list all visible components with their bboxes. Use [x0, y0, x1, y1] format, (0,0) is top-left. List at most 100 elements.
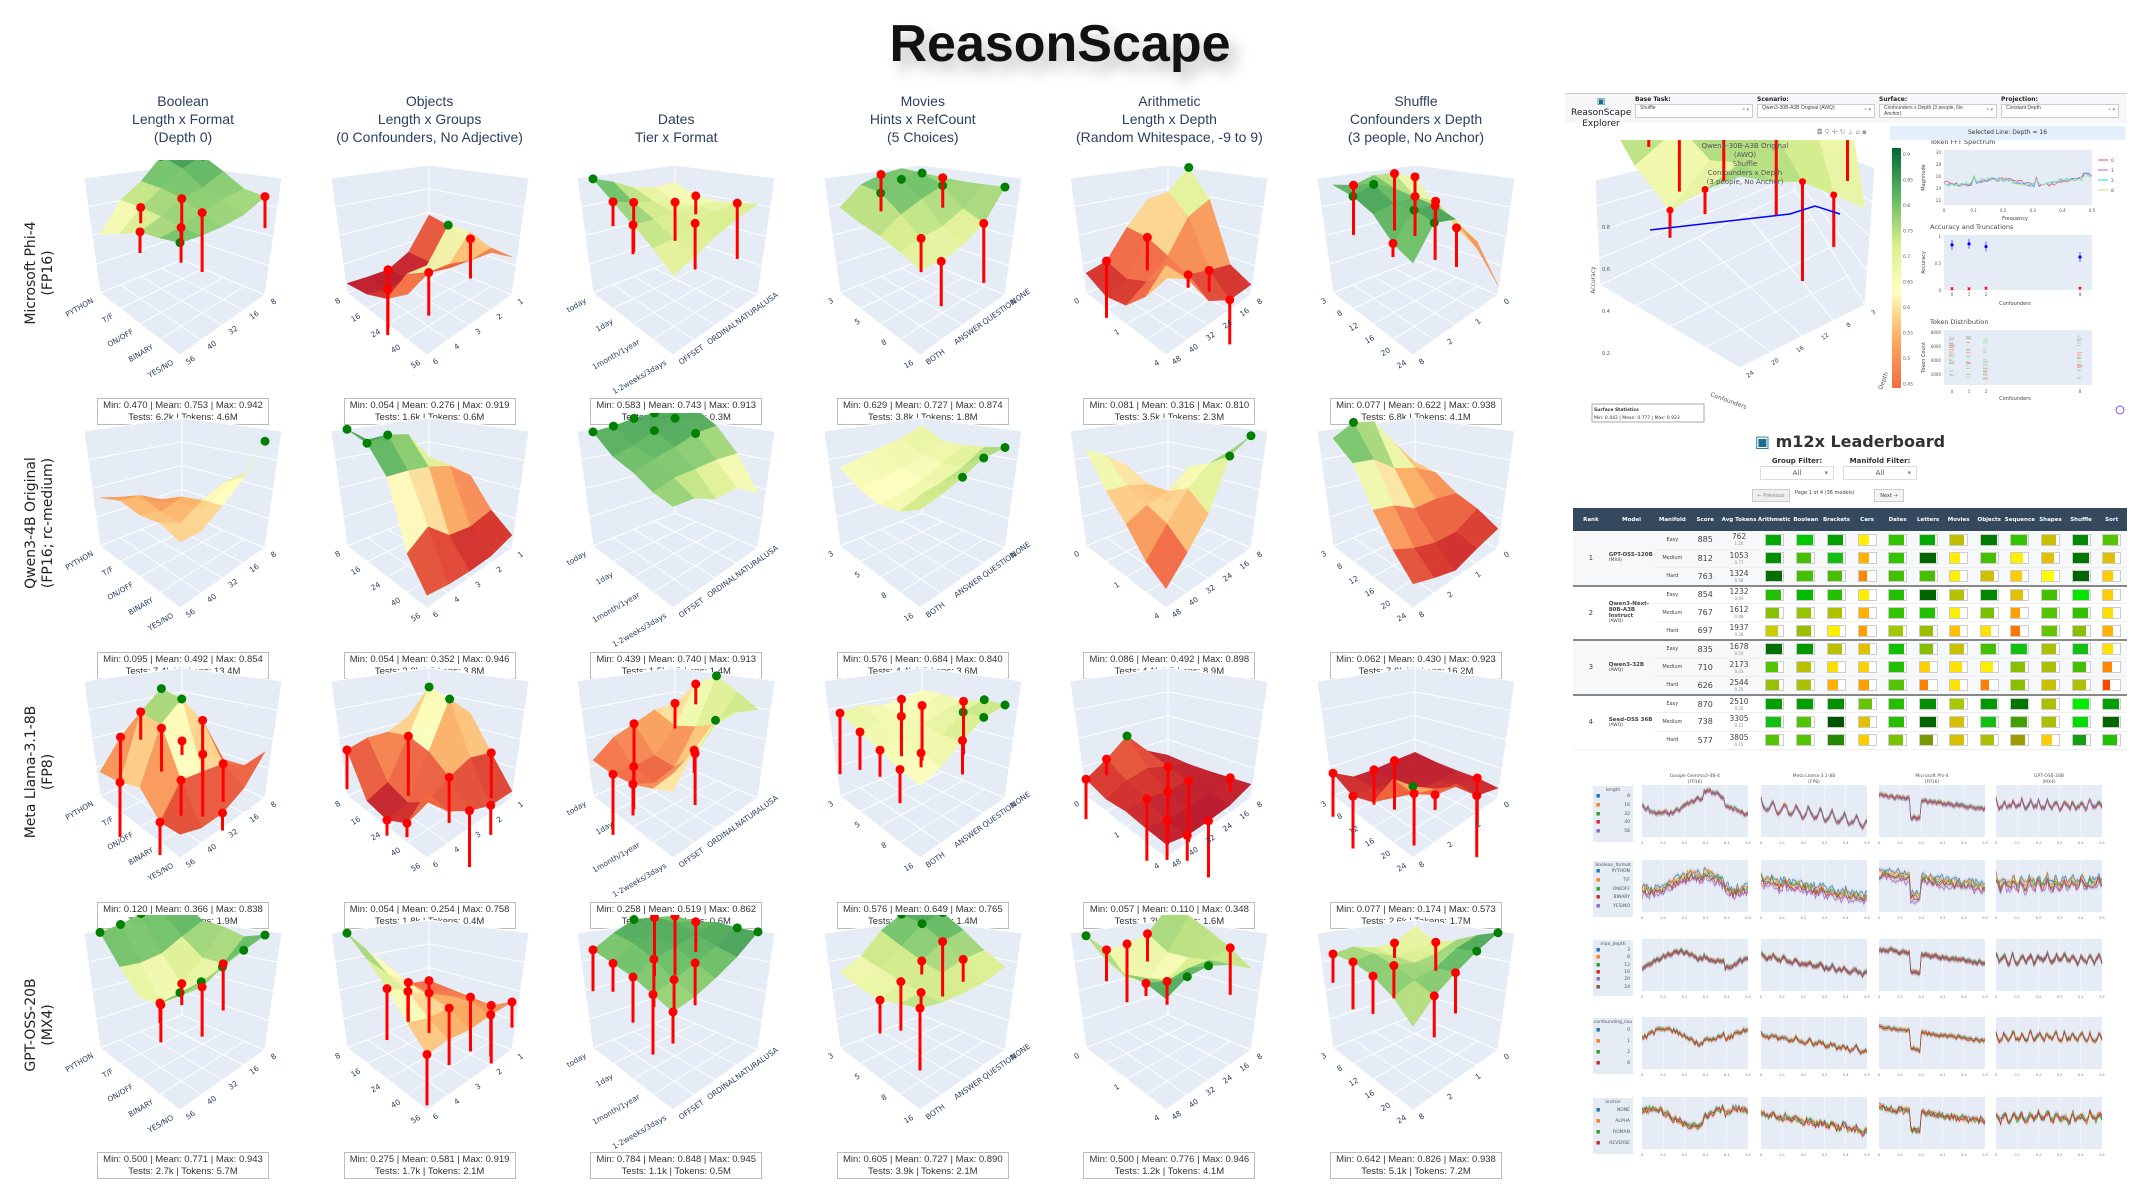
task-score-cell-letters[interactable] [1912, 658, 1944, 678]
task-score-cell-brackets[interactable] [1821, 531, 1852, 550]
home-icon[interactable]: ⌂ [1855, 128, 1862, 136]
task-score-cell-shuffle[interactable] [2065, 639, 2097, 659]
dropdown-projection[interactable]: Constant Depth × ▾ [2001, 104, 2119, 118]
task-score-cell-cars[interactable] [1851, 567, 1883, 587]
task-score-cell-sort[interactable] [2096, 531, 2127, 550]
column-header-shuffle[interactable]: Shuffle [2065, 508, 2097, 531]
task-score-cell-sequence[interactable] [2004, 621, 2036, 641]
task-score-cell-shapes[interactable] [2035, 731, 2066, 750]
task-score-cell-dates[interactable] [1882, 712, 1913, 732]
task-score-cell-sequence[interactable] [2004, 731, 2036, 750]
task-score-cell-brackets[interactable] [1821, 693, 1852, 714]
task-score-cell-movies[interactable] [1943, 639, 1974, 659]
collapse-button[interactable] [2115, 405, 2125, 415]
table-row[interactable]: Hard 577 3805 0.15 [1573, 731, 2127, 750]
task-score-cell-objects[interactable] [1973, 731, 2005, 750]
task-score-cell-arithmetic[interactable] [1757, 584, 1791, 605]
legend-item[interactable]: ■ 12 [1593, 962, 1633, 969]
task-score-cell-shuffle[interactable] [2065, 712, 2097, 732]
task-score-cell-objects[interactable] [1973, 567, 2005, 587]
task-score-cell-boolean[interactable] [1790, 658, 1822, 678]
surface-plot[interactable]: today1day1month/1year1-2weeks/3daysUSANA… [553, 413, 799, 648]
task-score-cell-cars[interactable] [1851, 731, 1883, 750]
table-row[interactable]: 2 Qwen3-Next-80B-A3B Instruct (AWQ) Easy 854… [1573, 584, 2127, 641]
task-score-cell-cars[interactable] [1851, 603, 1883, 623]
task-score-cell-sequence[interactable] [2004, 676, 2036, 696]
task-score-cell-shuffle[interactable] [2065, 731, 2097, 750]
task-score-cell-boolean[interactable] [1790, 567, 1822, 587]
legend-item[interactable]: ■ 32 [1593, 811, 1633, 820]
task-score-cell-objects[interactable] [1973, 603, 2005, 623]
task-score-cell-shapes[interactable] [2035, 621, 2066, 641]
task-score-cell-brackets[interactable] [1821, 658, 1852, 678]
legend-item[interactable]: ■ 2 [1593, 1047, 1633, 1058]
task-score-cell-shapes[interactable] [2035, 712, 2066, 732]
task-score-cell-boolean[interactable] [1790, 676, 1822, 696]
table-row[interactable]: Hard 697 1937 0.36 [1573, 621, 2127, 641]
task-score-cell-sort[interactable] [2096, 693, 2127, 714]
table-row[interactable]: Medium 738 3305 0.22 [1573, 712, 2127, 732]
task-score-cell-shapes[interactable] [2035, 584, 2066, 605]
task-score-cell-movies[interactable] [1943, 731, 1974, 750]
task-score-cell-arithmetic[interactable] [1757, 731, 1791, 750]
column-header-sort[interactable]: Sort [2096, 508, 2127, 531]
task-score-cell-arithmetic[interactable] [1757, 693, 1791, 714]
task-score-cell-movies[interactable] [1943, 549, 1974, 568]
task-score-cell-dates[interactable] [1882, 731, 1913, 750]
task-score-cell-movies[interactable] [1943, 693, 1974, 714]
task-score-cell-shapes[interactable] [2035, 658, 2066, 678]
task-score-cell-shuffle[interactable] [2065, 567, 2097, 587]
task-score-cell-cars[interactable] [1851, 676, 1883, 696]
manifold-filter-select[interactable]: All ▾ [1843, 466, 1917, 480]
task-score-cell-shuffle[interactable] [2065, 549, 2097, 568]
table-row[interactable]: Medium 767 1612 0.48 [1573, 603, 2127, 623]
task-score-cell-movies[interactable] [1943, 621, 1974, 641]
task-score-cell-sort[interactable] [2096, 603, 2127, 623]
task-score-cell-dates[interactable] [1882, 549, 1913, 568]
legend-item[interactable]: ■ PYTHON [1593, 868, 1633, 877]
pan-icon[interactable]: ✛ [1831, 128, 1840, 136]
dropdown-scenario[interactable]: Qwen3-30B-A3B Original (AWQ) × ▾ [1757, 104, 1875, 118]
task-score-cell-brackets[interactable] [1821, 639, 1852, 659]
task-score-cell-arithmetic[interactable] [1757, 531, 1791, 550]
task-score-cell-shuffle[interactable] [2065, 693, 2097, 714]
task-score-cell-letters[interactable] [1912, 549, 1944, 568]
task-score-cell-shapes[interactable] [2035, 567, 2066, 587]
task-score-cell-sequence[interactable] [2004, 639, 2036, 659]
task-score-cell-objects[interactable] [1973, 693, 2005, 714]
task-score-cell-sequence[interactable] [2004, 603, 2036, 623]
legend-item[interactable]: ■ BINARY [1593, 894, 1633, 903]
legend-item[interactable]: ■ 40 [1593, 819, 1633, 828]
task-score-cell-cars[interactable] [1851, 549, 1883, 568]
task-score-cell-objects[interactable] [1973, 584, 2005, 605]
table-row[interactable]: 4 Seed-OSS 36B (AWQ) Easy 870 2510 0.35 [1573, 693, 2127, 750]
task-score-cell-sort[interactable] [2096, 731, 2127, 750]
task-score-cell-sequence[interactable] [2004, 693, 2036, 714]
task-score-cell-shuffle[interactable] [2065, 621, 2097, 641]
column-header-arithmetic[interactable]: Arithmetic [1757, 508, 1791, 531]
task-score-cell-letters[interactable] [1912, 621, 1944, 641]
dropdown-surface[interactable]: Confounders x Depth (3 people, No Anchor… [1879, 104, 1997, 118]
task-score-cell-dates[interactable] [1882, 621, 1913, 641]
table-row[interactable]: Hard 763 1324 0.58 [1573, 567, 2127, 587]
task-score-cell-letters[interactable] [1912, 567, 1944, 587]
task-score-cell-sort[interactable] [2096, 567, 2127, 587]
legend-item[interactable]: ■ 8 [1593, 1058, 1633, 1069]
task-score-cell-letters[interactable] [1912, 693, 1944, 714]
task-score-cell-sequence[interactable] [2004, 567, 2036, 587]
dropdown-basetask[interactable]: Shuffle × ▾ [1635, 104, 1753, 118]
legend-item[interactable]: ■ 16 [1593, 969, 1633, 976]
group-filter-select[interactable]: All ▾ [1760, 466, 1834, 480]
task-score-cell-letters[interactable] [1912, 731, 1944, 750]
column-header-movies[interactable]: Movies [1943, 508, 1974, 531]
task-score-cell-letters[interactable] [1912, 639, 1944, 659]
task-score-cell-dates[interactable] [1882, 658, 1913, 678]
task-score-cell-brackets[interactable] [1821, 584, 1852, 605]
task-score-cell-objects[interactable] [1973, 621, 2005, 641]
task-score-cell-movies[interactable] [1943, 676, 1974, 696]
